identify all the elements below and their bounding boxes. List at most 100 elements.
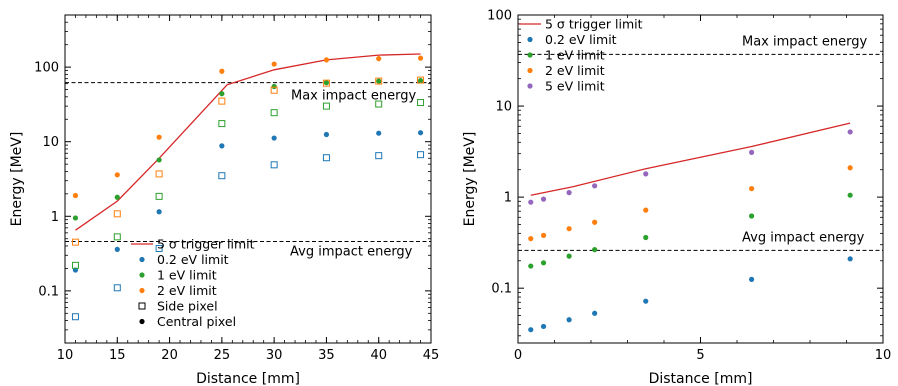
right-central-pixel-point bbox=[592, 183, 598, 189]
right-central-pixel-point bbox=[643, 171, 649, 177]
left-central-pixel-point bbox=[271, 135, 277, 141]
left-side-pixel-point bbox=[270, 109, 278, 117]
right-central-pixel-point bbox=[749, 149, 755, 155]
left-side-pixel-point bbox=[417, 99, 425, 107]
left-legend-central-label: Central pixel bbox=[157, 314, 236, 329]
right-legend-ev5-label: 5 eV limit bbox=[545, 79, 605, 94]
left-x-tick-label: 45 bbox=[423, 348, 440, 363]
left-side-pixel-point bbox=[155, 244, 163, 252]
left-legend-ev1-swatch bbox=[139, 272, 145, 278]
right-central-pixel-point bbox=[592, 219, 598, 225]
left-side-pixel-point bbox=[113, 210, 121, 218]
left-central-pixel-point bbox=[323, 57, 330, 63]
left-central-pixel-point bbox=[376, 130, 382, 136]
right-central-pixel-point bbox=[749, 213, 755, 219]
right-reference-line-label: Avg impact energy bbox=[742, 230, 865, 245]
left-side-pixel-point bbox=[375, 152, 383, 160]
left-side-pixel-point bbox=[71, 238, 79, 246]
left-x-tick-label: 25 bbox=[214, 348, 231, 363]
left-legend-central-swatch bbox=[139, 318, 145, 325]
left-side-pixel-point bbox=[417, 76, 425, 84]
left-side-pixel-point bbox=[71, 261, 79, 269]
right-legend-ev02-label: 0.2 eV limit bbox=[545, 32, 617, 47]
left-y-tick-label: 1 bbox=[51, 210, 59, 225]
left-central-pixel-point bbox=[271, 61, 277, 67]
left-legend-ev2-label: 2 eV limit bbox=[157, 283, 217, 298]
right-central-pixel-point bbox=[643, 234, 649, 241]
left-y-tick-label: 100 bbox=[34, 61, 59, 76]
left-side-pixel-point bbox=[270, 161, 278, 169]
right-y-tick-label: 10 bbox=[495, 100, 512, 115]
right-legend-trigger-label: 5 σ trigger limit bbox=[545, 17, 643, 32]
right-central-pixel-point bbox=[566, 317, 572, 323]
left-plot-frame bbox=[64, 14, 432, 344]
left-legend-trigger-label: 5 σ trigger limit bbox=[157, 237, 255, 252]
left-central-pixel-point bbox=[219, 68, 225, 74]
right-central-pixel-point bbox=[749, 186, 755, 192]
right-reference-line-label: Max impact energy bbox=[742, 34, 867, 49]
right-x-axis-label: Distance [mm] bbox=[649, 371, 753, 386]
left-central-pixel-point bbox=[72, 215, 79, 221]
left-central-pixel-point bbox=[417, 130, 424, 136]
right-legend-ev2-swatch bbox=[527, 67, 533, 74]
right-central-pixel-point bbox=[540, 323, 547, 330]
left-side-pixel-point bbox=[218, 120, 226, 128]
left-central-pixel-point bbox=[156, 157, 162, 163]
right-x-tick-label: 10 bbox=[875, 348, 892, 363]
left-y-axis-label: Energy [MeV] bbox=[9, 132, 25, 227]
left-central-pixel-point bbox=[417, 77, 424, 84]
left-y-tick-label: 10 bbox=[42, 135, 59, 150]
right-central-pixel-point bbox=[540, 260, 547, 266]
left-x-tick-label: 35 bbox=[318, 348, 335, 363]
left-side-pixel-point bbox=[270, 86, 278, 94]
left-central-pixel-point bbox=[323, 131, 330, 138]
left-side-pixel-point bbox=[375, 77, 383, 85]
left-side-pixel-point bbox=[322, 102, 330, 110]
right-central-pixel-point bbox=[592, 310, 598, 316]
left-side-pixel-point bbox=[322, 154, 330, 162]
right-central-pixel-point bbox=[566, 253, 572, 259]
right-central-pixel-point bbox=[566, 226, 572, 232]
left-central-pixel-point bbox=[417, 55, 424, 61]
left-x-tick-label: 30 bbox=[266, 348, 283, 363]
left-side-pixel-point bbox=[417, 151, 425, 159]
left-side-pixel-point bbox=[113, 233, 121, 241]
left-side-pixel-point bbox=[155, 170, 163, 178]
right-central-pixel-point bbox=[528, 236, 534, 242]
left-legend-side-label: Side pixel bbox=[157, 299, 218, 314]
left-x-tick-label: 40 bbox=[370, 348, 387, 363]
right-central-pixel-point bbox=[528, 263, 534, 269]
left-legend-ev02-swatch bbox=[139, 256, 145, 263]
left-central-pixel-point bbox=[114, 246, 120, 252]
right-central-pixel-point bbox=[847, 129, 853, 135]
right-y-tick-label: 0.1 bbox=[491, 282, 512, 297]
right-central-pixel-point bbox=[847, 165, 853, 171]
right-central-pixel-point bbox=[540, 232, 547, 238]
right-trigger-limit-line bbox=[530, 122, 851, 196]
left-legend-side-swatch bbox=[138, 302, 146, 310]
left-side-pixel-point bbox=[113, 284, 121, 292]
left-central-pixel-point bbox=[376, 78, 382, 84]
left-central-pixel-point bbox=[323, 80, 330, 86]
left-trigger-limit-line bbox=[75, 53, 421, 231]
left-central-pixel-point bbox=[114, 194, 120, 200]
left-central-pixel-point bbox=[376, 56, 382, 62]
left-side-pixel-point bbox=[218, 97, 226, 105]
right-central-pixel-point bbox=[643, 298, 649, 304]
left-y-tick-label: 0.1 bbox=[38, 284, 59, 299]
right-central-pixel-point bbox=[592, 247, 598, 253]
right-central-pixel-point bbox=[847, 256, 853, 262]
left-side-pixel-point bbox=[218, 172, 226, 180]
right-central-pixel-point bbox=[528, 199, 534, 205]
left-central-pixel-point bbox=[271, 83, 277, 90]
left-central-pixel-point bbox=[156, 209, 162, 215]
right-legend-ev2-label: 2 eV limit bbox=[545, 63, 605, 78]
left-side-pixel-point bbox=[155, 192, 163, 200]
right-legend-ev1-swatch bbox=[527, 52, 533, 58]
left-legend-ev1-label: 1 eV limit bbox=[157, 268, 217, 283]
left-side-pixel-point bbox=[71, 313, 79, 321]
left-central-pixel-point bbox=[219, 143, 225, 149]
left-reference-line-label: Avg impact energy bbox=[290, 244, 413, 259]
left-central-pixel-point bbox=[156, 134, 162, 140]
